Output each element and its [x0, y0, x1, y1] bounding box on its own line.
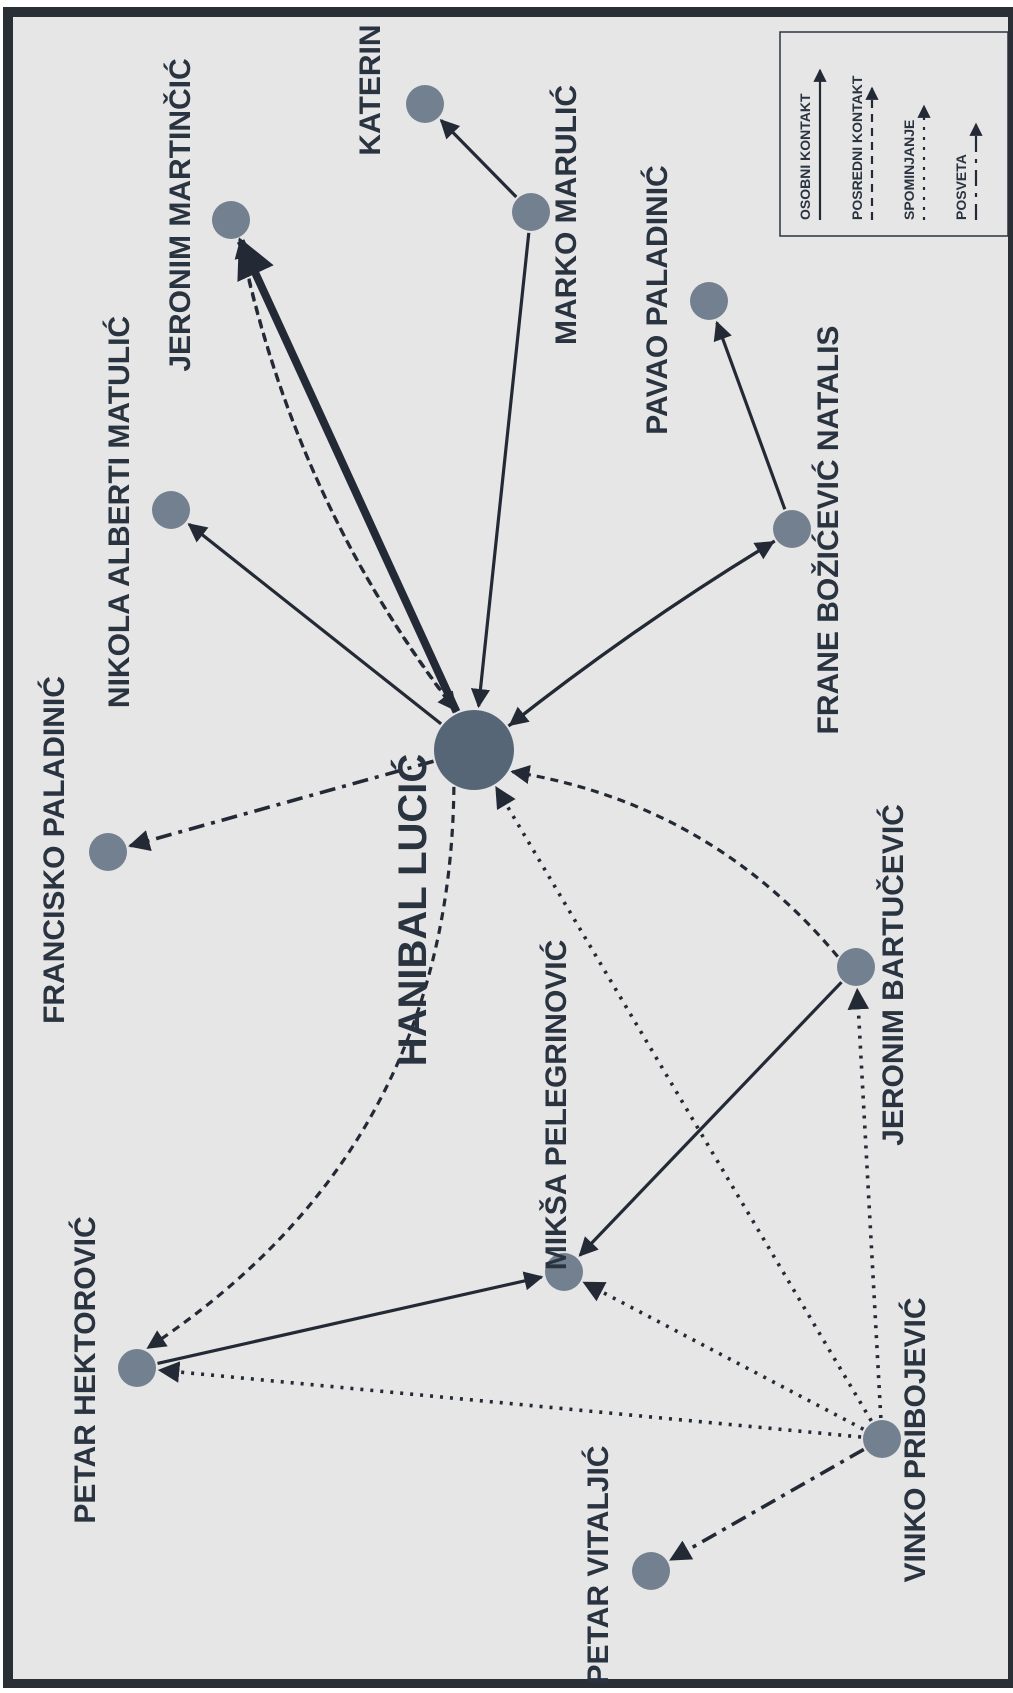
node-label-matulic: NIKOLA ALBERTI MATULIĆ: [102, 316, 136, 708]
edge-hanibal-to-hektorovic: [146, 786, 456, 1350]
node-fpaladinic: [89, 833, 127, 871]
node-hektorovic: [118, 1349, 156, 1387]
node-ppaladinic: [690, 282, 728, 320]
edge-natalis-to-hanibal: [508, 539, 776, 727]
edge-martincic-to-hanibal: [238, 238, 457, 712]
node-label-natalis: FRANE BOŽIĆEVIĆ NATALIS: [811, 326, 845, 735]
node-martincic: [212, 201, 250, 239]
node-pelegrinovic: [545, 1253, 583, 1291]
edge-marulic-to-hanibal: [470, 232, 531, 709]
node-label-vitaljic: PETAR VITALJIĆ: [581, 1446, 615, 1685]
nodes-layer: [89, 85, 901, 1590]
edge-pribojevic-to-hanibal: [494, 786, 873, 1422]
legend-label-posveta: POSVETA: [953, 154, 969, 220]
node-vitaljic: [632, 1552, 670, 1590]
node-matulic: [152, 491, 190, 529]
node-label-pribojevic: VINKO PRIBOJEVIĆ: [898, 1297, 932, 1582]
node-label-pelegrinovic: MIKŠA PELEGRINOVIĆ: [539, 940, 573, 1271]
node-hanibal: [434, 710, 514, 790]
node-marulic: [512, 193, 550, 231]
edge-bartucevic-to-pelegrinovic: [578, 981, 843, 1257]
edge-pribojevic-to-vitaljic: [669, 1447, 865, 1562]
diagram-background: [3, 7, 1013, 1689]
edge-natalis-to-ppaladinic: [713, 320, 787, 510]
edge-pribojevic-to-pelegrinovic: [582, 1281, 865, 1431]
node-katerin: [406, 85, 444, 123]
edge-marulic-to-katerin: [439, 119, 518, 199]
edge-pribojevic-to-hektorovic: [157, 1361, 862, 1439]
edge-hanibal-to-fpaladinic: [128, 759, 435, 852]
labels-layer: HANIBAL LUCIĆ KATERIN MARKO MARULIĆ JERONIM…: [37, 24, 932, 1684]
node-pribojevic: [863, 1420, 901, 1458]
node-bartucevic: [837, 948, 875, 986]
edge-hektorovic-to-pelegrinovic: [157, 1271, 544, 1365]
legend-label-posredni: POSREDNI KONTAKT: [849, 75, 865, 220]
legend-box: [779, 31, 1009, 237]
node-label-hanibal: HANIBAL LUCIĆ: [389, 754, 435, 1067]
edges-layer: [128, 119, 883, 1562]
node-label-marulic: MARKO MARULIĆ: [549, 85, 583, 345]
edge-hanibal-to-matulic: [187, 523, 443, 726]
node-natalis: [773, 510, 811, 548]
node-label-bartucevic: JERONIM BARTUČEVIĆ: [876, 804, 910, 1146]
node-label-hektorovic: PETAR HEKTOROVIĆ: [68, 1216, 102, 1523]
edge-pribojevic-to-bartucevic: [847, 987, 883, 1419]
node-label-fpaladinic: FRANCISKO PALADINIĆ: [37, 676, 71, 1024]
node-label-katerin: KATERIN: [354, 24, 387, 155]
legend-label-spominjanje: SPOMINJANJE: [901, 120, 917, 220]
legend-label-osobni: OSOBNI KONTAKT: [797, 93, 813, 220]
node-label-ppaladinic: PAVAO PALADINIĆ: [640, 165, 674, 434]
legend: OSOBNI KONTAKT POSREDNI KONTAKT SPOMINJANJ…: [779, 31, 1009, 237]
node-label-martincic: JERONIM MARTINČIĆ: [163, 58, 197, 371]
edge-hanibal-to-martincic: [236, 237, 461, 714]
